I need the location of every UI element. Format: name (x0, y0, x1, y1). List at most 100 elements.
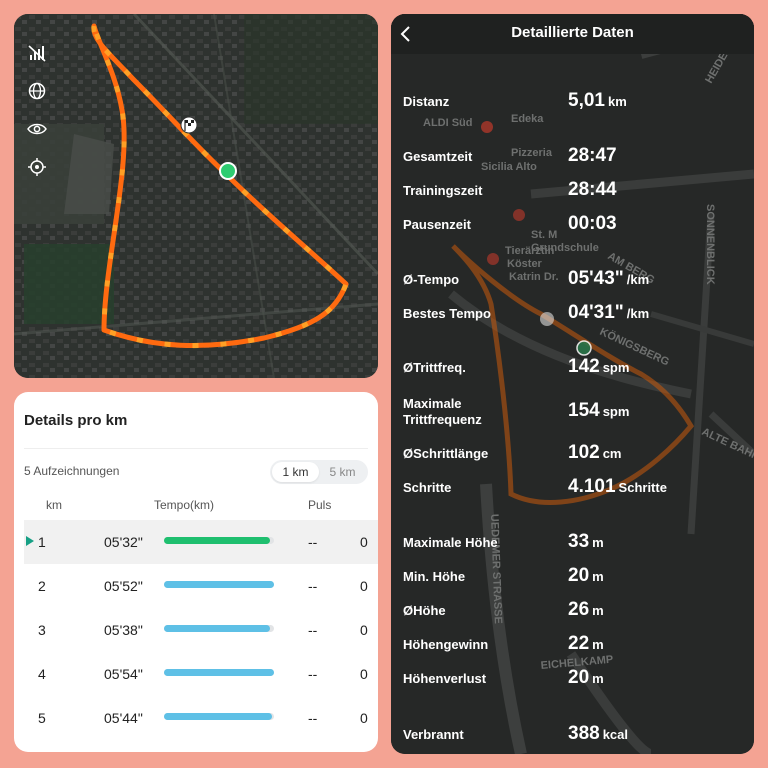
signal-off-icon[interactable] (26, 42, 48, 64)
top-bar: Detaillierte Daten (391, 14, 754, 54)
pulse-cell: -- (308, 578, 318, 594)
metric-value: 4.101 (568, 476, 616, 497)
metric-value-group: 102 cm (568, 442, 622, 464)
metric-value: 00:03 (568, 213, 617, 234)
metric-value-group: 04'31"/km (568, 302, 649, 324)
metric-value-group: 5,01 km (568, 90, 627, 112)
metric-label: Distanz (403, 94, 450, 109)
km-cell: 1 (38, 534, 46, 550)
street-map-background: ALDI Süd Edeka Pizzeria Sicilia Alto St. M… (391, 14, 754, 754)
metric-value-group: 28:44 (568, 179, 617, 201)
record-count: 5 Aufzeichnungen (24, 464, 120, 478)
metric-label: Trainingszeit (403, 183, 483, 198)
metric-value-group: 28:47 (568, 145, 617, 167)
locate-icon[interactable] (26, 156, 48, 178)
pace-cell: 05'38" (104, 622, 143, 638)
pace-bar-fill (164, 713, 272, 720)
route-map[interactable] (14, 14, 378, 378)
pulse-cell: -- (308, 710, 318, 726)
metric-value: 28:44 (568, 179, 617, 200)
metric-unit: Schritte (618, 480, 667, 495)
metric-unit: cm (602, 446, 622, 461)
metric-value-group: 20 m (568, 565, 604, 587)
metric-unit: m (592, 535, 604, 550)
metric-value-group: 4.101 Schritte (568, 476, 667, 498)
eye-icon[interactable] (26, 118, 48, 140)
map-street-label: Grundschule (531, 242, 599, 254)
extra-cell: 0 (360, 710, 368, 726)
metric-value-group: 33 m (568, 531, 604, 553)
metric-label: Gesamtzeit (403, 149, 473, 164)
details-title: Details pro km (24, 412, 128, 429)
pace-bar-fill (164, 537, 270, 544)
metric-label: Pausenzeit (403, 217, 471, 232)
map-street-label: St. M (531, 229, 557, 241)
metric-value: 33 (568, 531, 590, 552)
metric-unit: m (592, 637, 604, 652)
metric-value: 388 (568, 723, 600, 744)
pace-cell: 05'54" (104, 666, 143, 682)
pace-cell: 05'44" (104, 710, 143, 726)
metric-value-group: 142 spm (568, 356, 629, 378)
metric-unit: kcal (602, 727, 629, 742)
metric-unit: m (592, 603, 604, 618)
details-per-km-card: Details pro km 5 Aufzeichnungen 1 km 5 k… (14, 392, 378, 752)
metric-value: 28:47 (568, 145, 617, 166)
metric-value-group: 22 m (568, 633, 604, 655)
metric-value-group: 00:03 (568, 213, 617, 235)
metric-unit: /km (626, 272, 650, 287)
map-street-label: Köster (507, 258, 543, 270)
metric-label: ØHöhe (403, 603, 446, 618)
map-street-label: ALDI Süd (423, 117, 473, 129)
pace-bar (164, 581, 274, 588)
finish-flag-icon (540, 312, 554, 326)
table-header: km Tempo(km) Puls (14, 498, 378, 514)
metric-label: Min. Höhe (403, 569, 466, 584)
satellite-map-background (14, 14, 378, 378)
table-row[interactable]: 5 05'44" -- 0 (24, 696, 378, 740)
back-button[interactable] (395, 22, 419, 46)
unit-toggle[interactable]: 1 km 5 km (270, 460, 368, 484)
pace-bar (164, 713, 274, 720)
metric-label: Höhenverlust (403, 671, 487, 686)
detailed-data-panel: ALDI Süd Edeka Pizzeria Sicilia Alto St. M… (391, 14, 754, 754)
km-cell: 3 (38, 622, 46, 638)
pulse-cell: -- (308, 622, 318, 638)
metric-value: 154 (568, 400, 600, 421)
metric-label: Verbrannt (403, 727, 464, 742)
metric-unit: m (592, 569, 604, 584)
table-row[interactable]: 3 05'38" -- 0 (24, 608, 378, 652)
map-street-label: Edeka (511, 113, 544, 125)
metric-unit: spm (602, 404, 630, 419)
metric-value: 5,01 (568, 90, 605, 111)
table-row[interactable]: 1 05'32" -- 0 (24, 520, 378, 564)
metric-label: ØTrittfreq. (403, 360, 466, 375)
table-row[interactable]: 2 05'52" -- 0 (24, 564, 378, 608)
globe-icon[interactable] (26, 80, 48, 102)
unit-option-5km[interactable]: 5 km (329, 465, 356, 479)
table-row[interactable]: 4 05'54" -- 0 (24, 652, 378, 696)
map-street-label: SONNENBLICK (704, 204, 716, 285)
metric-unit: spm (602, 360, 630, 375)
map-street-label: Tierärztin (505, 245, 555, 257)
pace-bar-fill (164, 581, 274, 588)
km-cell: 5 (38, 710, 46, 726)
finish-flag-icon (180, 116, 198, 134)
extra-cell: 0 (360, 666, 368, 682)
metric-value: 05'43" (568, 268, 624, 289)
metric-unit: /km (626, 306, 650, 321)
pace-bar-fill (164, 625, 270, 632)
metric-label: Maximale Trittfrequenz (403, 396, 482, 427)
chevron-left-icon (400, 26, 410, 42)
metric-value: 20 (568, 565, 590, 586)
unit-option-1km[interactable]: 1 km (272, 462, 319, 482)
selected-row-marker-icon (26, 536, 34, 546)
metric-unit: m (592, 671, 604, 686)
pace-bar (164, 669, 274, 676)
metric-value-group: 26 m (568, 599, 604, 621)
metric-label: ØSchrittlänge (403, 446, 489, 461)
metric-label: Höhengewinn (403, 637, 489, 652)
map-street-label: Katrin Dr. (509, 271, 559, 283)
km-cell: 4 (38, 666, 46, 682)
metric-label: Bestes Tempo (403, 306, 491, 321)
